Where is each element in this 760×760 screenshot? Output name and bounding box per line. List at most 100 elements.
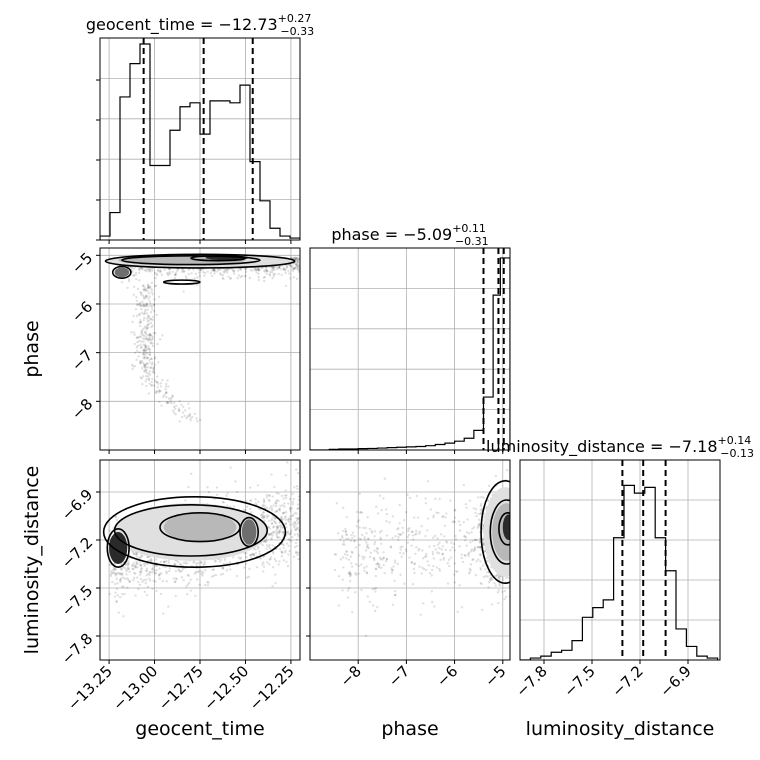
sample-point: [134, 572, 137, 575]
sample-point: [288, 506, 292, 510]
sample-point: [157, 269, 160, 273]
sample-point: [474, 507, 478, 511]
sample-point: [268, 272, 272, 276]
sample-point: [159, 592, 163, 596]
sample-point: [116, 571, 120, 575]
sample-point: [511, 525, 513, 527]
sample-point: [515, 549, 517, 551]
sample-point: [457, 520, 461, 523]
sample-point: [305, 265, 307, 267]
sample-point: [259, 557, 263, 560]
sample-point: [521, 537, 523, 539]
sample-point: [114, 515, 117, 518]
sample-point: [210, 274, 214, 278]
sample-point: [376, 512, 380, 515]
sample-point: [268, 547, 272, 550]
sample-point: [488, 578, 492, 581]
sample-point: [212, 574, 216, 577]
sample-point: [522, 570, 524, 572]
xtick-label-phase-0: −8: [337, 662, 365, 690]
sample-point: [142, 363, 146, 367]
sample-point: [525, 508, 527, 510]
sample-point: [143, 310, 147, 313]
sample-point: [267, 519, 270, 523]
sample-point: [170, 402, 173, 405]
sample-point: [512, 541, 514, 543]
contour-level-3: [498, 512, 510, 546]
sample-point: [378, 565, 381, 569]
sample-point: [511, 575, 513, 577]
sample-point: [159, 269, 162, 272]
sample-point: [173, 407, 177, 411]
sample-point: [213, 268, 217, 272]
sample-point: [296, 507, 299, 511]
sample-point: [293, 546, 297, 549]
sample-point: [239, 275, 242, 279]
sample-point: [283, 511, 286, 514]
sample-point: [357, 564, 361, 567]
sample-point: [132, 579, 135, 582]
sample-point: [296, 258, 300, 262]
sample-point: [143, 349, 146, 353]
sample-point: [174, 271, 178, 275]
sample-point: [516, 560, 518, 562]
sample-point: [460, 556, 463, 560]
sample-point: [144, 296, 148, 299]
sample-point: [379, 538, 382, 541]
sample-point: [380, 508, 383, 512]
sample-point: [469, 541, 472, 544]
sample-point: [529, 548, 531, 550]
sample-point: [211, 568, 214, 572]
sample-point: [287, 502, 290, 505]
sample-point: [148, 333, 151, 336]
sample-point: [132, 293, 136, 296]
sample-point: [346, 596, 350, 599]
sample-point: [296, 261, 300, 265]
sample-point: [412, 567, 416, 571]
sample-point: [469, 563, 473, 566]
sample-point: [265, 516, 269, 519]
sample-point: [269, 270, 272, 274]
sample-point: [196, 283, 199, 287]
sample-point: [202, 563, 205, 566]
sample-point: [148, 573, 151, 577]
sample-point: [268, 274, 272, 277]
sample-point: [501, 578, 505, 581]
sample-point: [288, 549, 291, 553]
sample-point: [152, 367, 155, 370]
sample-point: [474, 539, 477, 542]
sample-point: [256, 267, 259, 270]
sample-point: [161, 580, 165, 583]
sample-point: [115, 587, 119, 590]
sample-point: [144, 369, 148, 372]
sample-point: [366, 543, 369, 546]
sample-point: [139, 343, 142, 347]
sample-point: [446, 582, 450, 585]
sample-point: [303, 262, 305, 264]
sample-point: [174, 577, 178, 580]
sample-point: [481, 537, 485, 540]
sample-point: [408, 556, 411, 559]
sample-point: [497, 588, 500, 592]
sample-point: [135, 346, 139, 349]
sample-point: [254, 267, 257, 270]
sample-point: [517, 535, 519, 537]
sample-point: [514, 505, 516, 507]
sample-point: [221, 567, 225, 570]
sample-point: [197, 268, 200, 271]
sample-point: [143, 365, 146, 368]
sample-point: [154, 284, 157, 288]
sample-point: [137, 267, 141, 271]
sample-point: [268, 527, 272, 530]
sample-point: [516, 573, 518, 575]
sample-point: [290, 531, 293, 534]
sample-point: [126, 559, 130, 563]
sample-point: [528, 548, 530, 550]
sample-point: [244, 267, 247, 271]
sample-point: [143, 325, 147, 328]
sample-point: [478, 553, 482, 556]
sample-point: [113, 571, 116, 574]
sample-point: [189, 417, 192, 420]
sample-point: [265, 272, 269, 275]
sample-point: [354, 573, 358, 576]
